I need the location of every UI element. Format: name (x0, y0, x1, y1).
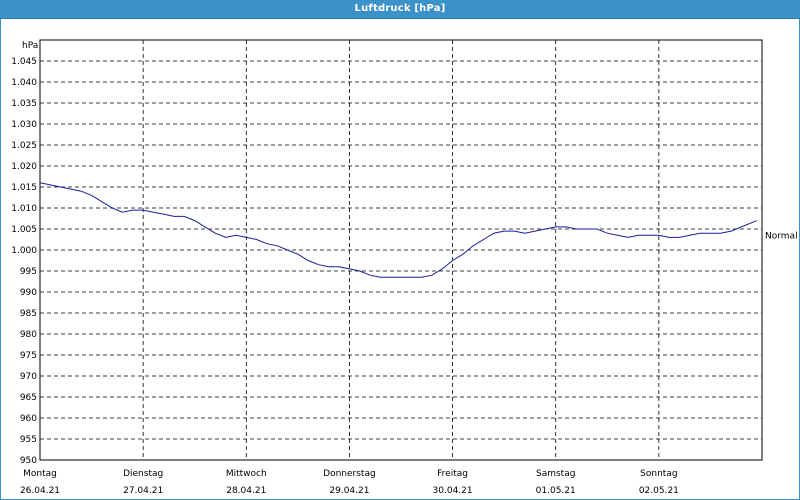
plot-area-border (39, 39, 763, 461)
x-tick-date-label: 27.04.21 (123, 486, 163, 496)
y-tick-label: 960 (20, 414, 37, 424)
y-tick-label: 970 (20, 372, 37, 382)
x-tick-day-label: Freitag (437, 469, 468, 479)
y-axis-unit-label: hPa (22, 41, 38, 51)
x-tick-day-label: Dienstag (123, 469, 163, 479)
x-tick-date-label: 02.05.21 (639, 486, 679, 496)
y-tick-label: 1.005 (11, 225, 37, 235)
x-tick-date-label: 28.04.21 (226, 486, 266, 496)
chart-titlebar: Luftdruck [hPa] (0, 0, 800, 19)
y-tick-label: 1.025 (11, 141, 37, 151)
y-tick-label: 990 (20, 288, 37, 298)
x-tick-day-label: Donnerstag (323, 469, 376, 479)
chart-title: Luftdruck [hPa] (354, 3, 446, 14)
y-tick-label: 980 (20, 330, 37, 340)
normal-reference-label: Normal (765, 231, 798, 241)
x-axis-ticks: Montag 26.04.21 Dienstag 27.04.21 Mittwoch 28… (20, 469, 679, 496)
y-tick-label: 975 (20, 351, 37, 361)
x-tick-day-label: Sonntag (640, 469, 677, 479)
x-tick-date-label: 01.05.21 (536, 486, 576, 496)
y-tick-label: 1.040 (11, 78, 37, 88)
y-tick-label: 985 (20, 309, 37, 319)
y-tick-label: 950 (20, 456, 37, 466)
y-tick-label: 1.030 (11, 120, 37, 130)
x-tick-day-label: Mittwoch (226, 469, 267, 479)
y-tick-label: 1.045 (11, 57, 37, 67)
y-tick-label: 1.020 (11, 162, 37, 172)
y-tick-label: 965 (20, 393, 37, 403)
y-tick-label: 955 (20, 435, 37, 445)
y-axis-ticks: 1.045 1.040 1.035 1.030 1.025 1.020 1.015 1.010… (11, 57, 37, 466)
y-tick-label: 1.010 (11, 204, 37, 214)
x-tick-day-label: Montag (23, 469, 57, 479)
y-tick-label: 1.000 (11, 246, 37, 256)
y-tick-label: 1.015 (11, 183, 37, 193)
pressure-line (39, 182, 757, 278)
x-tick-date-label: 30.04.21 (433, 486, 473, 496)
chart-grid (40, 40, 762, 460)
y-tick-label: 995 (20, 267, 37, 277)
y-tick-label: 1.035 (11, 99, 37, 109)
x-tick-date-label: 29.04.21 (329, 486, 369, 496)
x-tick-day-label: Samstag (536, 469, 575, 479)
x-tick-date-label: 26.04.21 (20, 486, 60, 496)
